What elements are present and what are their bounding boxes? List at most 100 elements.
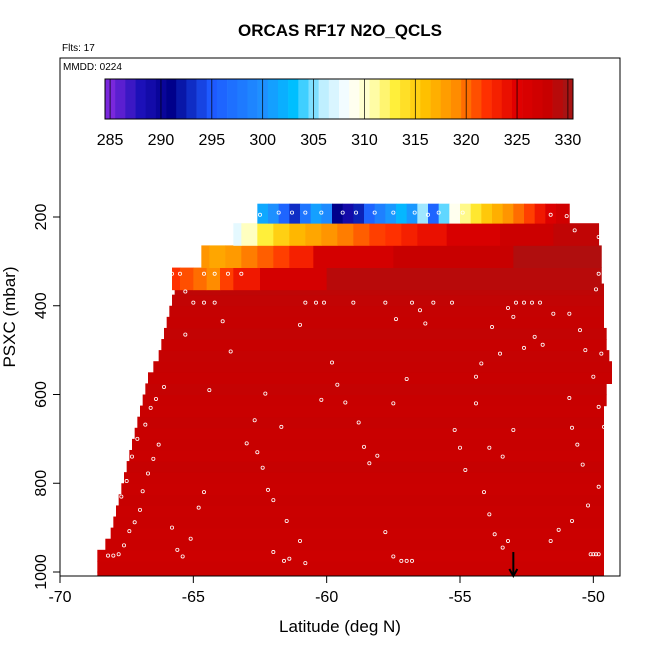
colorbar-cell [542, 79, 553, 119]
field-cell [142, 394, 607, 407]
colorbar-cell [237, 79, 248, 119]
field-cell [321, 223, 338, 246]
sample-marker [449, 300, 454, 305]
field-cell [313, 245, 394, 268]
field-cell [161, 339, 607, 351]
field-cell [233, 223, 242, 246]
sample-marker [586, 503, 591, 508]
sample-marker [457, 445, 462, 450]
colorbar-cell [450, 79, 462, 119]
sample-marker [340, 210, 345, 215]
field-cell [257, 223, 274, 246]
sample-marker [436, 210, 441, 215]
y-tick-label: 200 [33, 204, 50, 231]
colorbar-cell [216, 79, 228, 119]
field-cell [393, 245, 514, 268]
sample-marker [116, 552, 121, 557]
sample-marker [505, 305, 510, 310]
colorbar-cell [267, 79, 279, 119]
colorbar-cell [400, 79, 411, 119]
plot-area [59, 57, 621, 579]
y-axis: 200 400 600 800 1000 [33, 204, 60, 590]
sample-marker [356, 420, 361, 425]
colorbar-cell [227, 79, 238, 119]
field-cell [206, 267, 221, 291]
x-tick-label: -55 [448, 589, 471, 606]
field-cell [140, 405, 604, 418]
field-cell [233, 267, 261, 291]
field-cell [268, 203, 280, 224]
sample-marker [313, 300, 318, 305]
sample-marker [111, 553, 116, 558]
colorbar-cell [288, 79, 299, 119]
field-cell [132, 438, 604, 451]
sample-marker [463, 467, 468, 472]
sample-marker [367, 461, 372, 466]
sample-marker [114, 489, 119, 494]
y-tick-label: 800 [33, 470, 50, 497]
sample-marker [321, 300, 326, 305]
field-cell [513, 203, 525, 224]
field-cell [289, 223, 306, 246]
field-cell [353, 203, 365, 224]
sample-marker [297, 538, 302, 543]
colorbar-cell [481, 79, 492, 119]
sample-marker [612, 381, 617, 386]
sample-marker [137, 507, 142, 512]
field-cell [148, 372, 612, 385]
field-cell [385, 203, 397, 224]
sample-marker [148, 405, 153, 410]
field-cell [97, 549, 604, 562]
field-cell [97, 560, 604, 573]
field-cell [110, 527, 605, 540]
x-tick-label: -60 [315, 589, 338, 606]
sample-marker [551, 311, 556, 316]
colorbar-cell [298, 79, 309, 119]
field-cell [172, 294, 604, 307]
colorbar-cell [532, 79, 543, 119]
sample-marker [602, 251, 607, 256]
colorbar-tick-label: 300 [249, 132, 276, 149]
sample-marker [479, 361, 484, 366]
sample-marker [564, 214, 569, 219]
field-cell [385, 223, 402, 246]
sample-marker [303, 561, 308, 566]
field-cell [105, 538, 604, 551]
field-cell [118, 494, 605, 507]
sample-marker [265, 487, 270, 492]
field-cell [121, 483, 604, 495]
field-cell [260, 267, 328, 291]
x-axis: -70 -65 -60 -55 -50 [48, 576, 605, 606]
field-cell [492, 203, 504, 224]
x-tick-label: -50 [582, 589, 605, 606]
colorbar-cell [552, 79, 564, 119]
sample-marker [281, 558, 286, 563]
sample-marker [548, 212, 553, 217]
field-cell [172, 267, 181, 291]
field-cell [553, 223, 600, 246]
sample-marker [375, 453, 380, 458]
sample-marker [412, 210, 417, 215]
sample-marker [191, 300, 196, 305]
sample-marker [514, 300, 519, 305]
sample-marker [271, 498, 276, 503]
y-tick-label: 600 [33, 381, 50, 408]
sample-marker [212, 300, 217, 305]
sample-marker [393, 317, 398, 322]
colorbar-tick-label: 285 [97, 132, 124, 149]
field-cell [417, 203, 429, 224]
colorbar-cell [196, 79, 208, 119]
field-cell [289, 203, 301, 224]
field-cell [342, 203, 354, 224]
sample-marker [127, 529, 132, 534]
sample-marker [425, 212, 430, 217]
colorbar-tick-label: 320 [453, 132, 480, 149]
sample-marker [303, 210, 308, 215]
sample-marker [583, 348, 588, 353]
colorbar-cell [247, 79, 258, 119]
field-cell [209, 245, 226, 268]
y-axis-label: PSXC (mbar) [0, 266, 19, 367]
sample-marker [538, 300, 543, 305]
sample-marker [284, 518, 289, 523]
colorbar-cell [277, 79, 289, 119]
